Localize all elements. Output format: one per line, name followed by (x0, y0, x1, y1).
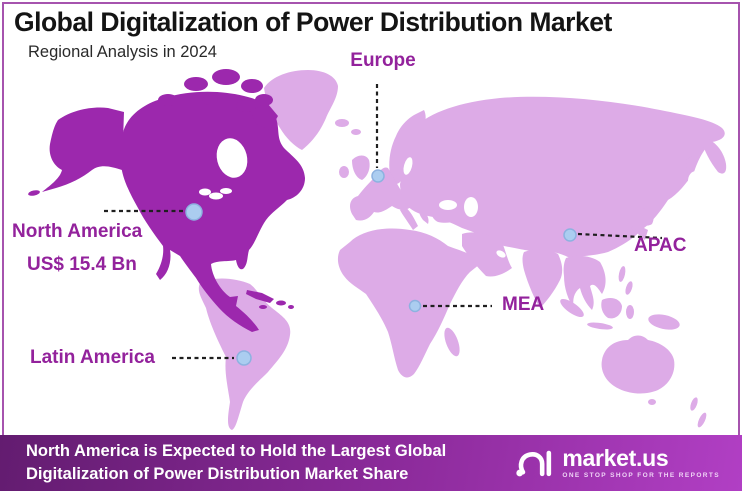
sumatra-shape (560, 298, 584, 318)
hudson-bay-shape (216, 138, 248, 178)
region-label-latin-america: Latin America (30, 347, 155, 368)
new-zealand-shape (697, 412, 707, 428)
leader-lines (104, 84, 663, 360)
north-america-mainland-shape (120, 91, 305, 333)
india-shape (522, 249, 563, 308)
europe-marker-dot (371, 169, 385, 183)
caribbean-island-shape (259, 305, 267, 309)
banner-line-2: Digitalization of Power Distribution Mar… (26, 465, 409, 483)
italy-shape (400, 206, 418, 230)
great-lake-shape (220, 188, 232, 194)
apac-marker-dot (563, 228, 577, 242)
page-title: Global Digitalization of Power Distribut… (14, 7, 612, 37)
north-america-highlight (28, 69, 305, 333)
indochina-shape (563, 255, 606, 310)
japan-shape (654, 188, 668, 206)
arctic-island-shape (255, 94, 273, 106)
marketus-logo: market.us ONE STOP SHOP FOR THE REPORTS (513, 446, 720, 480)
region-value-north-america: US$ 15.4 Bn (27, 254, 137, 275)
new-guinea-shape (648, 314, 680, 330)
region-label-apac: APAC (634, 235, 687, 256)
great-lake-shape (199, 188, 211, 196)
arctic-island-shape (241, 79, 263, 93)
greenland-shape (264, 70, 338, 150)
iceland-shape (335, 119, 349, 127)
japan-shape (640, 208, 654, 226)
sea-of-okhotsk-shape (688, 171, 704, 191)
sulawesi-shape (626, 305, 634, 319)
banner-text: North America is Expected to Hold the La… (26, 440, 446, 487)
new-zealand-shape (690, 397, 698, 411)
philippines-shape (618, 266, 626, 282)
baltic-sea-shape (403, 157, 413, 175)
bottom-banner: North America is Expected to Hold the La… (0, 435, 742, 491)
europe-shape (350, 167, 412, 221)
arctic-island-shape (158, 94, 178, 106)
baffin-island-shape (250, 104, 278, 130)
uk-shape (352, 155, 370, 180)
north-america-marker-dot (185, 203, 203, 221)
caspian-sea-shape (464, 197, 478, 217)
logo-tagline: ONE STOP SHOP FOR THE REPORTS (562, 471, 720, 479)
banner-line-1: North America is Expected to Hold the La… (26, 441, 447, 460)
latin-america-marker-dot (236, 350, 252, 366)
black-sea-shape (439, 200, 457, 210)
marketus-logo-icon (516, 450, 552, 477)
ireland-shape (339, 166, 349, 178)
logo-name: market.us (562, 444, 669, 471)
tasmania-shape (648, 399, 656, 405)
alaska-shape (42, 107, 124, 192)
marker-dots (185, 169, 577, 366)
borneo-shape (601, 298, 622, 319)
great-lake-shape (209, 192, 223, 200)
madagascar-shape (444, 327, 460, 357)
aleutians-shape (28, 190, 40, 196)
australia-shape (601, 335, 675, 394)
siberia-shape (400, 96, 725, 259)
page-subtitle: Regional Analysis in 2024 (28, 43, 217, 62)
java-shape (587, 322, 613, 330)
arctic-island-shape (184, 77, 208, 91)
arctic-island-shape (212, 69, 240, 85)
cuba-shape (246, 290, 274, 303)
japan-shape (631, 226, 637, 230)
region-label-mea: MEA (502, 294, 545, 315)
arctic-island-shape (236, 100, 256, 112)
africa-shape (337, 228, 480, 378)
header: Global Digitalization of Power Distribut… (14, 7, 612, 62)
mea-marker-dot (408, 299, 422, 313)
arabia-shape (462, 232, 512, 277)
island-shape (351, 129, 361, 135)
arctic-island-shape (202, 95, 218, 105)
world-map-landmasses (198, 70, 727, 430)
caribbean-island-shape (288, 305, 294, 309)
hispaniola-shape (276, 300, 286, 306)
kamchatka-shape (702, 138, 727, 174)
persian-gulf-shape (496, 250, 506, 258)
philippines-shape (625, 281, 633, 295)
apac-leader-line (577, 232, 663, 240)
water-cutouts (199, 138, 704, 258)
region-label-north-america: North America (12, 221, 143, 242)
region-label-europe: Europe (350, 50, 416, 71)
